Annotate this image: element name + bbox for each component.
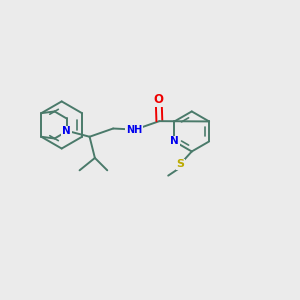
Text: N: N — [170, 136, 179, 146]
Text: S: S — [177, 159, 184, 170]
Text: NH: NH — [126, 125, 142, 135]
Text: N: N — [62, 126, 71, 136]
Text: O: O — [154, 93, 164, 106]
